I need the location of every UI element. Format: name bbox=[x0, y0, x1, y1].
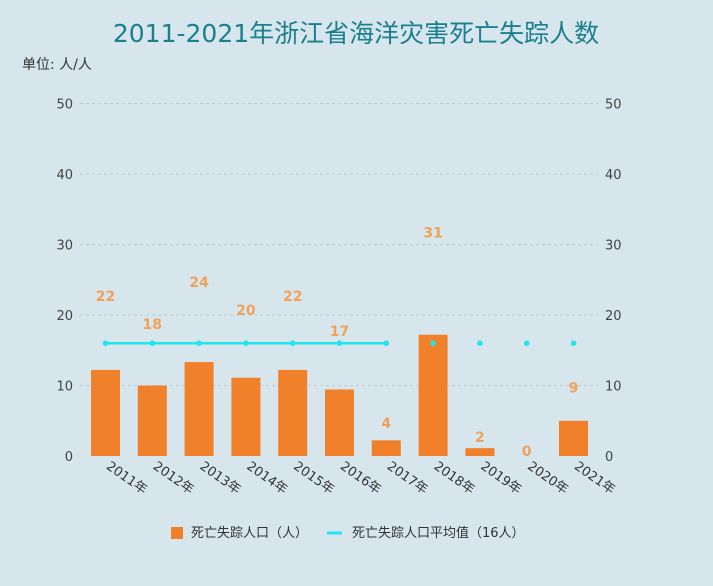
x-tick-label: 2015年 bbox=[290, 459, 336, 498]
bar bbox=[278, 369, 308, 456]
bar bbox=[559, 420, 588, 456]
right-axis: 0 10 20 30 40 50 bbox=[605, 98, 622, 466]
average-point bbox=[289, 340, 296, 347]
right-tick-label: 30 bbox=[605, 239, 622, 254]
x-tick-label: 2017年 bbox=[384, 459, 430, 498]
data-label: 22 bbox=[283, 289, 302, 305]
left-tick-label: 10 bbox=[56, 380, 73, 395]
data-label: 2 bbox=[475, 430, 485, 446]
average-point bbox=[149, 340, 156, 347]
x-tick-label: 2016年 bbox=[337, 459, 383, 498]
x-tick-label: 2012年 bbox=[150, 459, 196, 498]
bar bbox=[231, 377, 261, 456]
average-line-series bbox=[102, 340, 577, 347]
grid bbox=[80, 103, 598, 386]
data-label: 9 bbox=[569, 381, 579, 397]
right-tick-label: 20 bbox=[605, 309, 622, 324]
data-label: 17 bbox=[330, 324, 349, 340]
chart-title: 2011-2021年浙江省海洋灾害死亡失踪人数 bbox=[113, 19, 599, 48]
x-tick-label: 2011年 bbox=[103, 459, 149, 498]
average-point bbox=[243, 340, 249, 347]
bar bbox=[325, 389, 354, 456]
right-tick-label: 50 bbox=[605, 98, 622, 113]
average-point bbox=[102, 340, 109, 347]
x-tick-label: 2018年 bbox=[431, 459, 477, 498]
x-axis: 2011年 2012年 2013年 2014年 2015年 2016年 2017年 2018年… bbox=[103, 459, 617, 498]
data-label: 22 bbox=[96, 289, 115, 305]
left-tick-label: 20 bbox=[56, 309, 73, 324]
data-label: 0 bbox=[522, 444, 532, 460]
right-tick-label: 0 bbox=[605, 450, 613, 465]
average-point bbox=[383, 340, 390, 347]
bar bbox=[465, 448, 495, 456]
left-tick-label: 50 bbox=[56, 98, 73, 113]
data-label: 18 bbox=[143, 317, 162, 333]
average-point bbox=[523, 340, 530, 347]
x-tick-label: 2014年 bbox=[244, 459, 290, 498]
left-tick-label: 0 bbox=[65, 450, 73, 465]
x-tick-label: 2013年 bbox=[197, 459, 243, 498]
left-axis: 0 10 20 30 40 50 bbox=[56, 98, 73, 466]
right-tick-label: 10 bbox=[605, 380, 622, 395]
legend: 死亡失踪人口（人） 死亡失踪人口平均值（16人） bbox=[171, 525, 525, 541]
data-label: 4 bbox=[381, 416, 391, 432]
average-point bbox=[570, 340, 577, 347]
bar bbox=[137, 385, 167, 456]
bar bbox=[184, 362, 214, 456]
x-tick-label: 2020年 bbox=[524, 459, 570, 498]
left-tick-label: 30 bbox=[56, 239, 73, 254]
data-label: 24 bbox=[189, 275, 209, 291]
unit-label: 单位: 人/人 bbox=[22, 57, 92, 73]
x-tick-label: 2019年 bbox=[478, 459, 524, 498]
bar bbox=[371, 440, 401, 456]
average-point bbox=[430, 340, 436, 347]
legend-line-label: 死亡失踪人口平均值（16人） bbox=[352, 525, 525, 541]
data-label: 31 bbox=[423, 225, 442, 241]
average-point bbox=[477, 340, 483, 347]
bar bbox=[418, 334, 448, 456]
legend-bar-swatch bbox=[171, 527, 183, 539]
left-tick-label: 40 bbox=[56, 168, 73, 183]
legend-bar-label: 死亡失踪人口（人） bbox=[191, 526, 308, 541]
average-point bbox=[336, 340, 343, 347]
average-point bbox=[196, 340, 202, 347]
bar-series bbox=[91, 334, 588, 456]
right-tick-label: 40 bbox=[605, 168, 622, 183]
data-label: 20 bbox=[236, 303, 256, 319]
bar bbox=[91, 369, 120, 456]
